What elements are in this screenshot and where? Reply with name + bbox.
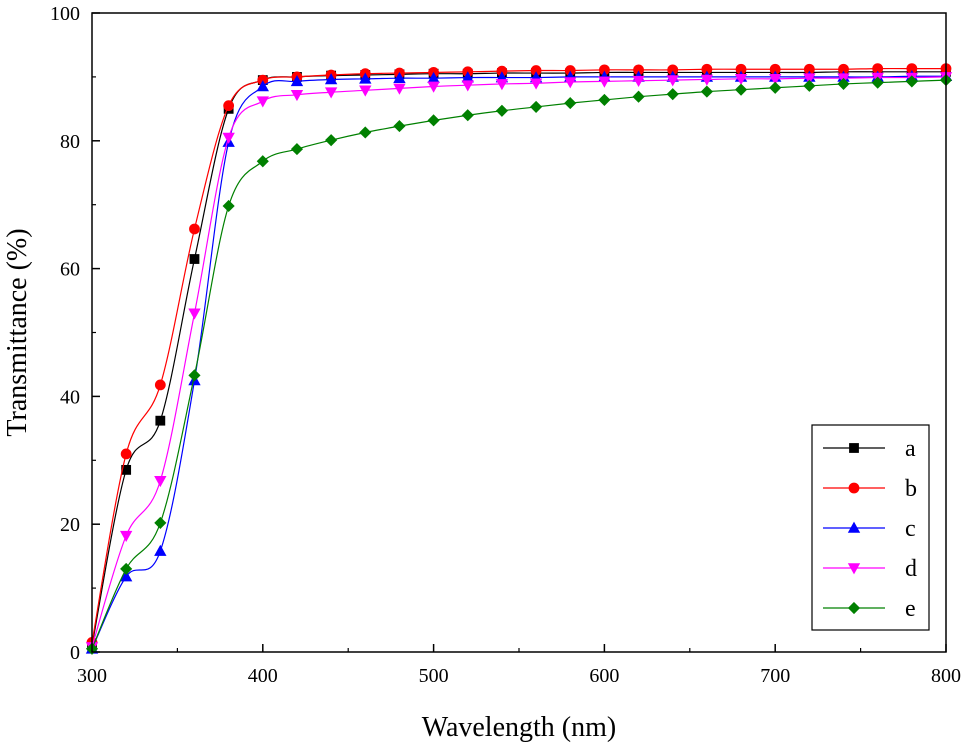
data-point-d <box>700 74 714 86</box>
data-point-d <box>632 75 645 88</box>
data-point-d <box>803 73 816 85</box>
data-point-d <box>290 89 304 102</box>
data-point-a <box>121 464 132 475</box>
data-point-c <box>324 73 338 85</box>
legend-marker-a <box>849 443 859 453</box>
legend-label-b: b <box>905 476 917 502</box>
data-point-a <box>189 254 200 264</box>
legend-marker-c <box>847 521 861 533</box>
legend-label-e: e <box>905 596 916 622</box>
legend-entry-e: e <box>823 596 916 622</box>
data-point-d <box>256 96 269 108</box>
data-point-e <box>632 90 645 103</box>
data-point-d <box>564 77 577 89</box>
data-point-e <box>256 155 269 168</box>
data-point-d <box>734 74 748 86</box>
data-point-d <box>529 78 543 90</box>
plot-frame <box>91 12 947 653</box>
data-point-e <box>905 75 918 88</box>
data-point-e <box>154 516 167 529</box>
data-point-c <box>256 80 269 92</box>
data-point-b <box>189 223 200 235</box>
legend-entry-a: a <box>823 436 916 462</box>
data-point-e <box>188 369 201 382</box>
x-tick-label: 300 <box>77 665 107 687</box>
data-point-d <box>427 81 440 93</box>
x-tick-label: 600 <box>589 665 619 687</box>
data-point-d <box>461 80 474 92</box>
data-point-c <box>119 570 133 582</box>
data-point-d <box>666 75 679 87</box>
legend-label-a: a <box>905 436 916 462</box>
data-point-e <box>803 79 816 92</box>
data-point-d <box>598 76 611 88</box>
legend-entry-d: d <box>823 556 917 582</box>
legend-entry-b: b <box>823 476 917 502</box>
data-point-c <box>154 544 167 556</box>
x-tick-label: 400 <box>248 665 278 687</box>
legend-entry-c: c <box>823 516 916 542</box>
data-point-e <box>427 114 440 127</box>
data-point-e <box>359 126 372 139</box>
series-line-c <box>91 75 947 650</box>
data-point-e <box>769 81 782 94</box>
y-tick-label: 80 <box>60 131 80 153</box>
series-e <box>85 74 953 655</box>
data-point-e <box>461 109 474 122</box>
y-axis-title: Transmittance (%) <box>2 228 33 436</box>
data-point-e <box>871 76 884 89</box>
y-tick-label: 0 <box>70 642 80 664</box>
series-b <box>86 63 952 648</box>
data-point-e <box>530 100 543 113</box>
x-tick-label: 500 <box>419 665 449 687</box>
data-point-d <box>393 83 406 95</box>
data-point-e <box>325 134 338 147</box>
y-tick-label: 40 <box>60 386 80 408</box>
data-point-d <box>324 87 338 99</box>
data-point-b <box>120 448 132 460</box>
data-point-e <box>495 104 508 117</box>
legend-marker-b <box>848 482 860 494</box>
series-line-d <box>91 76 947 648</box>
data-point-e <box>393 120 406 133</box>
data-point-d <box>188 308 201 320</box>
x-tick-label: 800 <box>931 665 961 687</box>
tick-labels: 300 400 500 600 700 800 0 20 40 60 80 100 <box>50 3 961 687</box>
data-point-d <box>769 74 782 86</box>
data-point-d <box>154 475 167 488</box>
y-tick-label: 100 <box>50 3 80 25</box>
x-axis-title: Wavelength (nm) <box>422 712 616 743</box>
data-point-e <box>734 83 748 96</box>
plot-series <box>85 63 953 655</box>
legend-label-c: c <box>905 516 916 542</box>
data-point-b <box>223 100 235 112</box>
data-point-e <box>222 199 235 213</box>
legend-label-d: d <box>905 556 917 582</box>
data-point-a <box>155 415 166 426</box>
y-tick-label: 20 <box>60 514 80 536</box>
data-point-e <box>564 97 577 110</box>
data-point-d <box>119 530 133 543</box>
x-tick-label: 700 <box>760 665 790 687</box>
legend-marker-d <box>847 563 861 575</box>
legend-marker-e <box>847 601 861 615</box>
y-tick-label: 60 <box>60 259 80 281</box>
data-point-b <box>154 379 166 391</box>
data-point-c <box>393 71 406 83</box>
data-point-e <box>598 93 611 106</box>
data-point-e <box>290 143 304 156</box>
data-point-e <box>837 77 850 90</box>
data-point-c <box>290 75 304 87</box>
data-point-c <box>359 72 372 84</box>
data-point-e <box>120 562 133 575</box>
data-point-e <box>700 85 713 98</box>
series-line-b <box>91 67 946 643</box>
data-point-d <box>495 79 509 91</box>
data-point-d <box>222 132 235 144</box>
data-point-e <box>666 88 679 101</box>
data-point-d <box>359 85 372 97</box>
